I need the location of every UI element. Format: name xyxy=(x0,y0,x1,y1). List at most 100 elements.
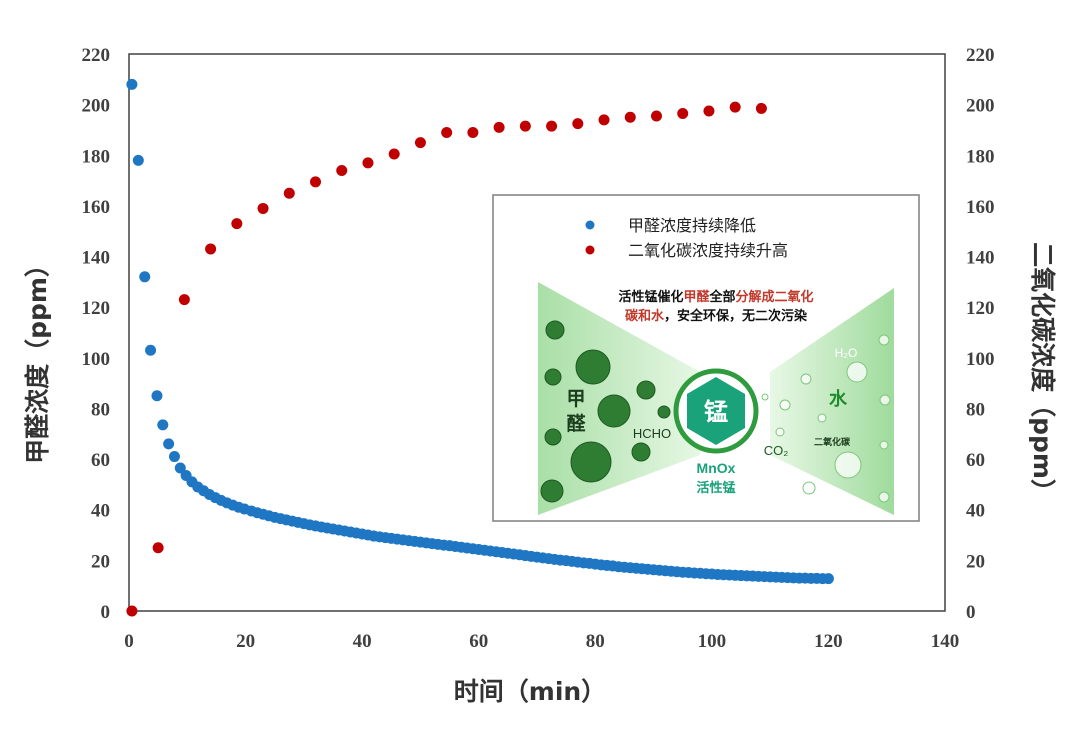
plot-frame xyxy=(128,53,946,612)
droplet-icon xyxy=(834,451,862,479)
y-left-tick-label: 160 xyxy=(82,197,111,218)
y-left-tick-label: 100 xyxy=(82,349,111,370)
x-tick-label: 120 xyxy=(814,631,843,652)
data-point xyxy=(178,294,190,306)
y-right-tick-label: 80 xyxy=(966,399,985,420)
data-point xyxy=(157,419,169,431)
data-point xyxy=(126,605,138,617)
data-point xyxy=(168,451,180,463)
x-tick-label: 80 xyxy=(586,631,605,652)
y-right-tick-label: 180 xyxy=(966,146,995,167)
data-point xyxy=(283,187,295,199)
virus-icon xyxy=(657,405,671,419)
series-formaldehyde xyxy=(126,78,834,585)
virus-icon xyxy=(544,428,562,446)
data-point xyxy=(310,176,322,188)
virus-icon xyxy=(597,394,631,428)
x-tick-label: 140 xyxy=(931,631,960,652)
y-right-tick-label: 40 xyxy=(966,501,985,522)
data-point xyxy=(546,120,558,132)
illustration-right-band xyxy=(770,288,894,515)
data-point xyxy=(755,102,767,114)
droplet-icon xyxy=(878,334,890,346)
data-point xyxy=(729,101,741,113)
inset-mnox-cn-label: 活性锰 xyxy=(696,480,735,496)
y-left-tick-label: 180 xyxy=(82,146,111,167)
x-tick-label: 40 xyxy=(353,631,372,652)
data-point xyxy=(677,107,689,119)
data-point xyxy=(414,137,426,149)
data-point xyxy=(441,126,453,138)
virus-icon xyxy=(631,442,651,462)
y-left-tick-label: 20 xyxy=(91,551,110,572)
data-point xyxy=(132,154,144,166)
droplet-icon xyxy=(878,491,890,503)
manganese-badge-crystal xyxy=(687,377,745,445)
y-left-tick-label: 200 xyxy=(82,96,111,117)
inset-panel: 甲醛浓度持续降低 二氧化碳浓度持续升高 活性锰催化甲醛全部分解成二氧化 碳和水，… xyxy=(492,194,920,522)
inset-formaldehyde-label-1: 甲 xyxy=(566,388,585,410)
data-point xyxy=(336,164,348,176)
data-point xyxy=(598,114,610,126)
data-point xyxy=(174,462,186,474)
droplet-icon xyxy=(879,394,891,406)
y-left-tick-label: 120 xyxy=(82,298,111,319)
inset-h2o-label: H₂O xyxy=(835,346,858,360)
droplet-icon xyxy=(779,399,791,411)
virus-icons xyxy=(540,320,671,503)
data-point xyxy=(145,344,157,356)
droplet-icons xyxy=(761,334,891,503)
manganese-badge-char: 锰 xyxy=(704,398,728,426)
droplet-icon xyxy=(879,440,889,450)
data-point xyxy=(362,157,374,169)
virus-icon xyxy=(540,479,564,503)
virus-icon xyxy=(544,368,562,386)
data-point xyxy=(139,271,151,283)
data-point xyxy=(572,118,584,130)
droplet-icon xyxy=(846,361,868,383)
virus-icon xyxy=(545,320,565,340)
y-left-tick-label: 220 xyxy=(82,45,111,66)
data-point xyxy=(703,105,715,117)
inset-mnox-label: MnOx xyxy=(697,460,736,476)
data-point xyxy=(231,218,243,230)
y-left-tick-label: 80 xyxy=(91,399,110,420)
inset-co2-cn-label: 二氧化碳 xyxy=(814,436,851,448)
inset-formaldehyde-label-2: 醛 xyxy=(566,412,586,435)
data-point xyxy=(205,243,217,255)
y-right-tick-label: 120 xyxy=(966,298,995,319)
x-tick-label: 20 xyxy=(236,631,255,652)
x-tick-label: 100 xyxy=(698,631,727,652)
y-right-tick-label: 200 xyxy=(966,96,995,117)
y-left-tick-label: 60 xyxy=(91,450,110,471)
droplet-icon xyxy=(817,413,827,423)
data-point xyxy=(126,78,138,90)
inset-hcho-label: HCHO xyxy=(633,426,671,441)
data-point xyxy=(163,438,175,450)
y-right-tick-label: 0 xyxy=(966,602,976,623)
x-axis-title: 时间（min） xyxy=(454,677,606,706)
data-point xyxy=(493,121,505,133)
inset-co2-label: CO₂ xyxy=(764,443,789,458)
virus-icon xyxy=(570,441,612,483)
droplet-icon xyxy=(761,393,769,401)
virus-icon xyxy=(575,349,611,385)
y-axis-right-ticks: 0 20 40 60 80 100 120 140 160 180 200 220 xyxy=(966,45,995,623)
data-point xyxy=(152,542,164,554)
y-axis-left-ticks: 0 20 40 60 80 100 120 140 160 180 200 220 xyxy=(82,45,111,623)
droplet-icon xyxy=(802,481,816,495)
y-left-tick-label: 140 xyxy=(82,248,111,269)
y-right-tick-label: 220 xyxy=(966,45,995,66)
legend-marker-co2 xyxy=(585,245,595,255)
data-point xyxy=(822,573,834,585)
y-left-tick-label: 40 xyxy=(91,501,110,522)
data-point xyxy=(624,111,636,123)
y-axis-left-title: 甲醛浓度（ppm） xyxy=(23,252,52,464)
data-point xyxy=(519,120,531,132)
y-right-tick-label: 160 xyxy=(966,197,995,218)
y-left-tick-label: 0 xyxy=(101,602,111,623)
legend-marker-formaldehyde xyxy=(585,220,595,230)
y-right-tick-label: 100 xyxy=(966,349,995,370)
inset-caption-line2: 碳和水，安全环保，无二次污染 xyxy=(625,308,808,324)
